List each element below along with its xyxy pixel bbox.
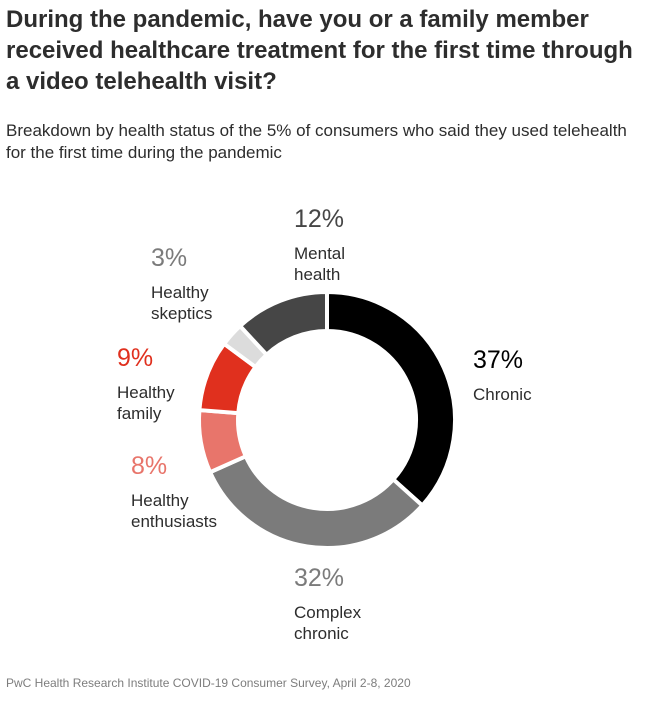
slice-label-chronic: 37% Chronic [473,346,532,405]
donut-slice-mental-health [237,289,329,358]
slice-pct-healthy-family: 9% [117,344,154,372]
slice-label-mental-health: 12% Mental health [294,205,345,285]
donut-slice-complex-chronic [207,453,426,550]
slice-label-healthy-family: 9% Healthy family [117,344,175,424]
slice-pct-chronic: 37% [473,346,524,374]
slice-label-healthy-enthusiasts: 8% Healthy enthusiasts [131,452,217,532]
slice-name-mental-health: Mental health [294,244,346,284]
slice-label-complex-chronic: 32% Complex chronic [294,564,361,644]
slice-name-chronic: Chronic [473,385,532,404]
slice-name-healthy-family: Healthy family [117,383,175,423]
slice-label-healthy-skeptics: 3% Healthy skeptics [151,244,212,324]
slice-name-healthy-skeptics: Healthy skeptics [151,283,213,323]
slice-pct-complex-chronic: 32% [294,564,345,592]
slice-name-complex-chronic: Complex chronic [294,603,362,643]
slice-pct-mental-health: 12% [294,205,345,233]
chart-title: During the pandemic, have you or a famil… [6,6,633,95]
slice-pct-healthy-skeptics: 3% [151,244,188,272]
chart-source: PwC Health Research Institute COVID-19 C… [6,676,411,690]
slice-pct-healthy-enthusiasts: 8% [131,452,168,480]
chart-subtitle: Breakdown by health status of the 5% of … [6,121,627,162]
donut-slice-chronic [325,289,457,509]
slice-name-healthy-enthusiasts: Healthy enthusiasts [131,491,217,531]
